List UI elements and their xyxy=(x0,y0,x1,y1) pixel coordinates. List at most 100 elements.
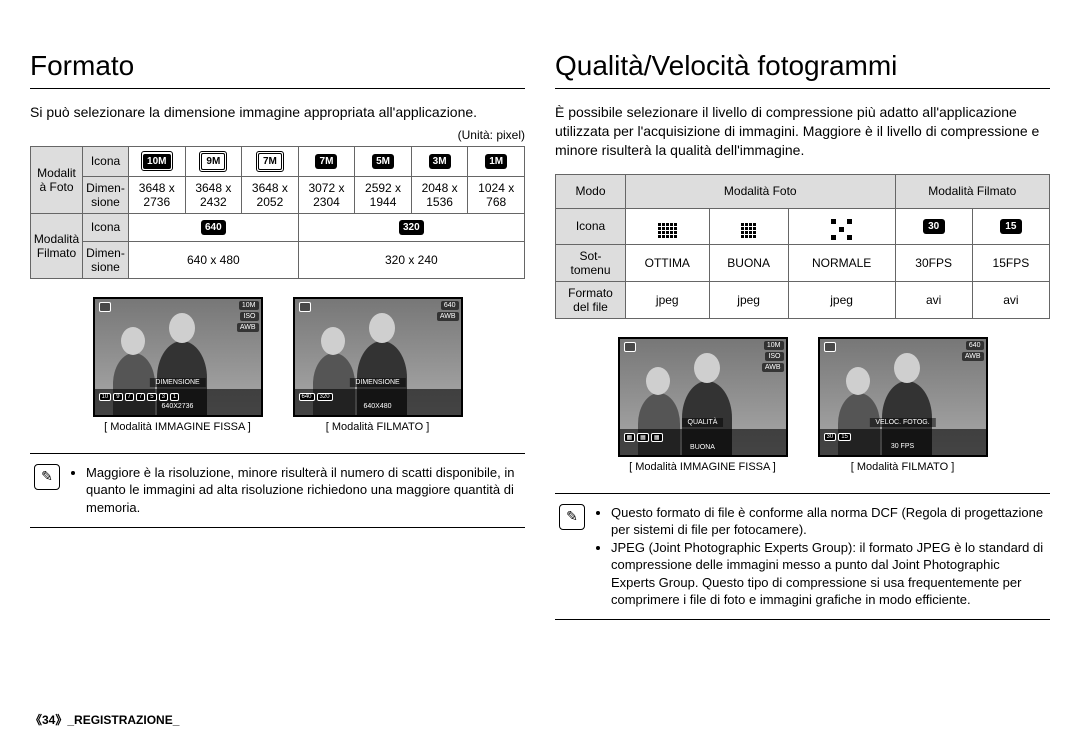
size-icon: 7M xyxy=(256,151,284,172)
dim-cell: 640 x 480 xyxy=(129,241,299,278)
caption: [ Modalità FILMATO ] xyxy=(293,421,463,433)
screenshot-still: 10M ISO AWB DIMENSIONE 10977531 640X2736… xyxy=(93,297,263,433)
overlay-sub: 30 FPS xyxy=(824,443,982,450)
size-icon: 9M xyxy=(199,151,227,172)
fmt-cell: jpeg xyxy=(626,281,710,318)
note-icon: ✎ xyxy=(34,464,60,490)
sub-cell: NORMALE xyxy=(788,244,895,281)
row-label-filmato: Modalità Filmato xyxy=(31,213,83,278)
foto-icon-cell: 7M xyxy=(298,146,355,176)
overlay-pill: AWB xyxy=(762,363,784,372)
foto-icon-cell: 7M xyxy=(242,146,299,176)
right-note: ✎ Questo formato di file è conforme alla… xyxy=(555,493,1050,620)
video-icon xyxy=(824,342,836,352)
screenshot-film: 640 AWB DIMENSIONE 640320 640X480 [ Moda… xyxy=(293,297,463,433)
overlay-pill: 640 xyxy=(441,301,459,310)
note-text: Maggiore è la risoluzione, minore risult… xyxy=(86,464,521,517)
overlay-pill: 10M xyxy=(764,341,784,350)
overlay-sub: BUONA xyxy=(624,444,782,451)
hdr-sottomenu: Sot- tomenu xyxy=(556,244,626,281)
quality-normal-icon xyxy=(831,219,852,240)
sub-cell: OTTIMA xyxy=(626,244,710,281)
dim-cell: 3072 x2304 xyxy=(298,176,355,213)
camera-preview: 10M ISO AWB DIMENSIONE 10977531 640X2736 xyxy=(93,297,263,417)
left-screenshots: 10M ISO AWB DIMENSIONE 10977531 640X2736… xyxy=(30,297,525,433)
screenshot-still: 10M ISO AWB QUALITÀ ▦▦▦ BUONA [ Modalità… xyxy=(618,337,788,473)
camera-preview: 640 AWB VELOC. FOTOG. 3015 30 FPS xyxy=(818,337,988,457)
fps-icon-cell: 30 xyxy=(895,208,972,244)
overlay-title: DIMENSIONE xyxy=(349,378,405,387)
overlay-title: VELOC. FOTOG. xyxy=(869,418,935,427)
dim-cell: 3648 x2052 xyxy=(242,176,299,213)
size-icon: 5M xyxy=(372,154,394,169)
right-heading: Qualità/Velocità fotogrammi xyxy=(555,50,1050,89)
video-icon xyxy=(299,302,311,312)
row-label-icona: Icona xyxy=(83,213,129,241)
right-column: Qualità/Velocità fotogrammi È possibile … xyxy=(555,50,1050,620)
sub-cell: BUONA xyxy=(709,244,788,281)
caption: [ Modalità IMMAGINE FISSA ] xyxy=(93,421,263,433)
quality-icon-cell xyxy=(788,208,895,244)
unit-label: (Unità: pixel) xyxy=(30,128,525,142)
foto-icon-cell: 5M xyxy=(355,146,412,176)
fps-icon-cell: 15 xyxy=(972,208,1049,244)
hdr-foto: Modalità Foto xyxy=(626,174,896,208)
caption: [ Modalità IMMAGINE FISSA ] xyxy=(618,461,788,473)
overlay-pill: 10M xyxy=(239,301,259,310)
overlay-pill: AWB xyxy=(237,323,259,332)
overlay-pill: 640 xyxy=(966,341,984,350)
fmt-cell: avi xyxy=(972,281,1049,318)
foto-icon-cell: 1M xyxy=(468,146,525,176)
hdr-filmato: Modalità Filmato xyxy=(895,174,1049,208)
quality-icon-cell xyxy=(626,208,710,244)
left-heading: Formato xyxy=(30,50,525,89)
overlay-title: DIMENSIONE xyxy=(149,378,205,387)
fmt-cell: avi xyxy=(895,281,972,318)
fps-icon: 30 xyxy=(923,219,945,234)
quality-fine-icon xyxy=(658,223,677,238)
sub-cell: 15FPS xyxy=(972,244,1049,281)
overlay-sub: 640X480 xyxy=(299,403,457,410)
foto-icon-cell: 10M xyxy=(129,146,186,176)
foto-icon-cell: 9M xyxy=(185,146,242,176)
right-intro: È possibile selezionare il livello di co… xyxy=(555,103,1050,160)
left-intro: Si può selezionare la dimensione immagin… xyxy=(30,103,525,122)
overlay-pill: ISO xyxy=(765,352,783,361)
dim-cell: 2048 x1536 xyxy=(411,176,468,213)
screenshot-film: 640 AWB VELOC. FOTOG. 3015 30 FPS [ Moda… xyxy=(818,337,988,473)
overlay-pill: AWB xyxy=(962,352,984,361)
overlay-pill: AWB xyxy=(437,312,459,321)
foto-icon-cell: 3M xyxy=(411,146,468,176)
dim-cell: 1024 x768 xyxy=(468,176,525,213)
quality-table: Modo Modalità Foto Modalità Filmato Icon… xyxy=(555,174,1050,319)
left-column: Formato Si può selezionare la dimensione… xyxy=(30,50,525,620)
left-note: ✎ Maggiore è la risoluzione, minore risu… xyxy=(30,453,525,528)
dim-cell: 3648 x2432 xyxy=(185,176,242,213)
film-icon-cell: 320 xyxy=(298,213,524,241)
size-icon: 320 xyxy=(399,220,424,235)
fps-icon: 15 xyxy=(1000,219,1022,234)
overlay-pill: ISO xyxy=(240,312,258,321)
row-label-foto: Modalit à Foto xyxy=(31,146,83,213)
right-screenshots: 10M ISO AWB QUALITÀ ▦▦▦ BUONA [ Modalità… xyxy=(555,337,1050,473)
hdr-modo: Modo xyxy=(556,174,626,208)
row-label-dim: Dimen- sione xyxy=(83,241,129,278)
caption: [ Modalità FILMATO ] xyxy=(818,461,988,473)
sub-cell: 30FPS xyxy=(895,244,972,281)
note-text: Questo formato di file è conforme alla n… xyxy=(611,504,1046,539)
note-icon: ✎ xyxy=(559,504,585,530)
note-text: JPEG (Joint Photographic Experts Group):… xyxy=(611,539,1046,609)
camera-icon xyxy=(624,342,636,352)
size-icon: 1M xyxy=(485,154,507,169)
fmt-cell: jpeg xyxy=(709,281,788,318)
size-icon: 10M xyxy=(141,151,172,171)
size-icon: 7M xyxy=(315,154,337,169)
fmt-cell: jpeg xyxy=(788,281,895,318)
dim-cell: 320 x 240 xyxy=(298,241,524,278)
dim-cell: 3648 x2736 xyxy=(129,176,186,213)
quality-icon-cell xyxy=(709,208,788,244)
hdr-icona: Icona xyxy=(556,208,626,244)
camera-preview: 640 AWB DIMENSIONE 640320 640X480 xyxy=(293,297,463,417)
dim-cell: 2592 x1944 xyxy=(355,176,412,213)
size-icon: 3M xyxy=(429,154,451,169)
